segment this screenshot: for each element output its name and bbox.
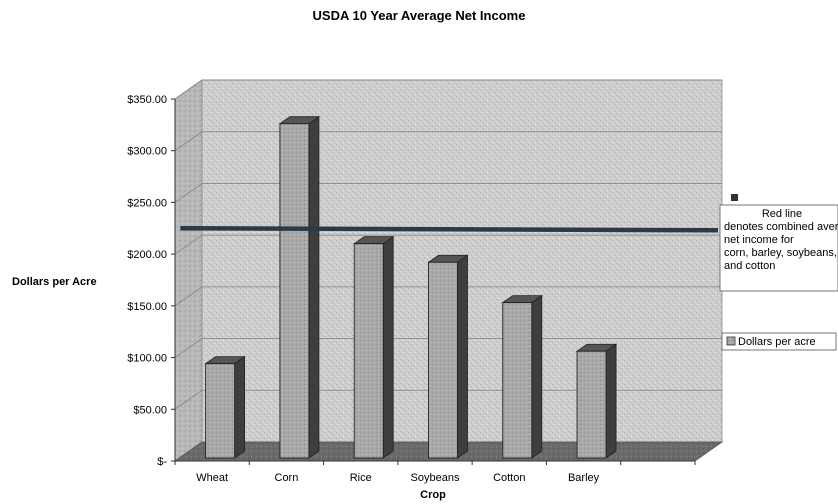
gridline xyxy=(174,131,722,152)
reference-line xyxy=(180,226,719,233)
bar-side xyxy=(605,343,617,459)
bar-side xyxy=(531,294,543,459)
bar-front xyxy=(353,243,384,459)
y-axis-title: Dollars per Acre xyxy=(12,276,97,288)
legend-note-line: net income for xyxy=(724,234,794,246)
y-tick-label: $100.00 xyxy=(127,353,167,365)
bar-front xyxy=(279,123,310,459)
y-tick-label: $250.00 xyxy=(127,197,167,209)
y-tick-label: $50.00 xyxy=(133,404,167,416)
legend-swatch-line xyxy=(731,194,738,201)
y-axis: $- $50.00 $100.00 $150.00 $200.00 $250.00 $300… xyxy=(127,94,176,468)
x-tick-label: Rice xyxy=(350,472,372,484)
bar-front xyxy=(576,350,607,459)
gridline xyxy=(174,286,722,307)
gridline xyxy=(174,79,722,100)
y-tick-label: $350.00 xyxy=(127,94,167,106)
y-tick-label: $- xyxy=(157,456,167,468)
legend-note-line: Red line xyxy=(762,208,802,220)
legend-box-note xyxy=(719,204,838,292)
legend-note-line: denotes combined average xyxy=(724,221,838,233)
bar-front xyxy=(428,261,458,459)
legend-box-series xyxy=(721,332,837,351)
y-tick-label: $200.00 xyxy=(127,249,167,261)
side-wall xyxy=(174,79,203,462)
bar-front xyxy=(502,302,533,459)
bar xyxy=(575,343,618,459)
bars xyxy=(204,115,618,459)
bar-side xyxy=(382,235,394,459)
bar-front xyxy=(205,363,236,459)
x-tick-label: Wheat xyxy=(196,472,228,484)
bar xyxy=(501,294,544,459)
bar-side xyxy=(234,355,246,459)
bar-side xyxy=(457,254,468,459)
average-line xyxy=(180,226,719,233)
x-axis: Wheat Corn Rice Soybeans Cotton Barley xyxy=(174,460,696,484)
legend-swatch-series xyxy=(726,336,736,346)
x-axis-title: Crop xyxy=(420,489,446,501)
x-tick-label: Barley xyxy=(568,472,600,484)
legend-series-label: Dollars per acre xyxy=(738,336,816,348)
bar xyxy=(352,235,395,459)
bar xyxy=(278,115,321,459)
x-tick-label: Cotton xyxy=(493,472,525,484)
y-tick-label: $150.00 xyxy=(127,301,167,313)
legend-note-line: and cotton xyxy=(724,260,775,272)
gridline xyxy=(174,234,722,255)
gridline xyxy=(174,182,722,203)
bar-side xyxy=(308,115,320,459)
x-tick-label: Corn xyxy=(275,472,299,484)
bar xyxy=(204,355,246,459)
chart-title: USDA 10 Year Average Net Income xyxy=(313,8,526,23)
gridlines xyxy=(174,79,722,410)
gridline xyxy=(174,389,722,410)
bar xyxy=(427,254,469,459)
gridline xyxy=(174,338,722,358)
x-tick-label: Soybeans xyxy=(411,472,460,484)
legend-note-line: corn, barley, soybeans, xyxy=(724,247,837,259)
y-tick-label: $300.00 xyxy=(127,146,167,158)
